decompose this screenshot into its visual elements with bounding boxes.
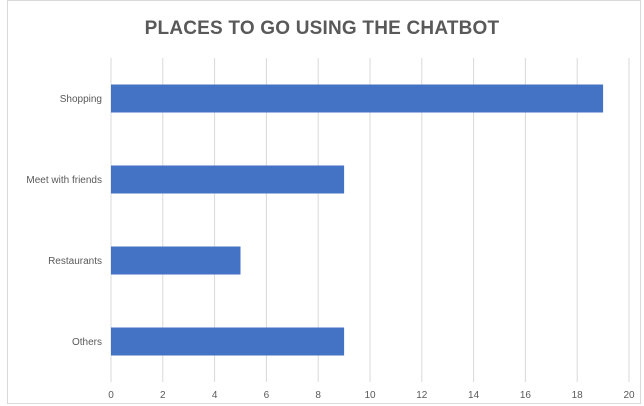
x-tick-label: 10 <box>364 390 376 401</box>
bars <box>111 84 604 356</box>
chart-title: PLACES TO GO USING THE CHATBOT <box>144 18 500 39</box>
category-label: Meet with friends <box>26 175 102 186</box>
category-label: Shopping <box>60 94 102 105</box>
x-tick-label: 4 <box>212 390 218 401</box>
x-tick-label: 6 <box>264 390 270 401</box>
x-tick-label: 18 <box>572 390 584 401</box>
category-label: Others <box>72 337 102 348</box>
x-tick-label: 0 <box>108 390 114 401</box>
bar-meet-with-friends <box>111 165 345 194</box>
x-tick-labels: 0 2 4 6 8 10 12 14 16 18 20 <box>108 390 635 401</box>
bar-restaurants <box>111 246 241 275</box>
x-tick-label: 12 <box>416 390 428 401</box>
bar-others <box>111 327 345 356</box>
x-tick-label: 16 <box>520 390 532 401</box>
bar-shopping <box>111 84 604 113</box>
category-labels: Shopping Meet with friends Restaurants Othe… <box>26 94 102 348</box>
category-label: Restaurants <box>48 256 102 267</box>
x-tick-label: 14 <box>468 390 480 401</box>
x-tick-label: 2 <box>160 390 166 401</box>
x-tick-label: 20 <box>623 390 635 401</box>
x-tick-label: 8 <box>315 390 321 401</box>
